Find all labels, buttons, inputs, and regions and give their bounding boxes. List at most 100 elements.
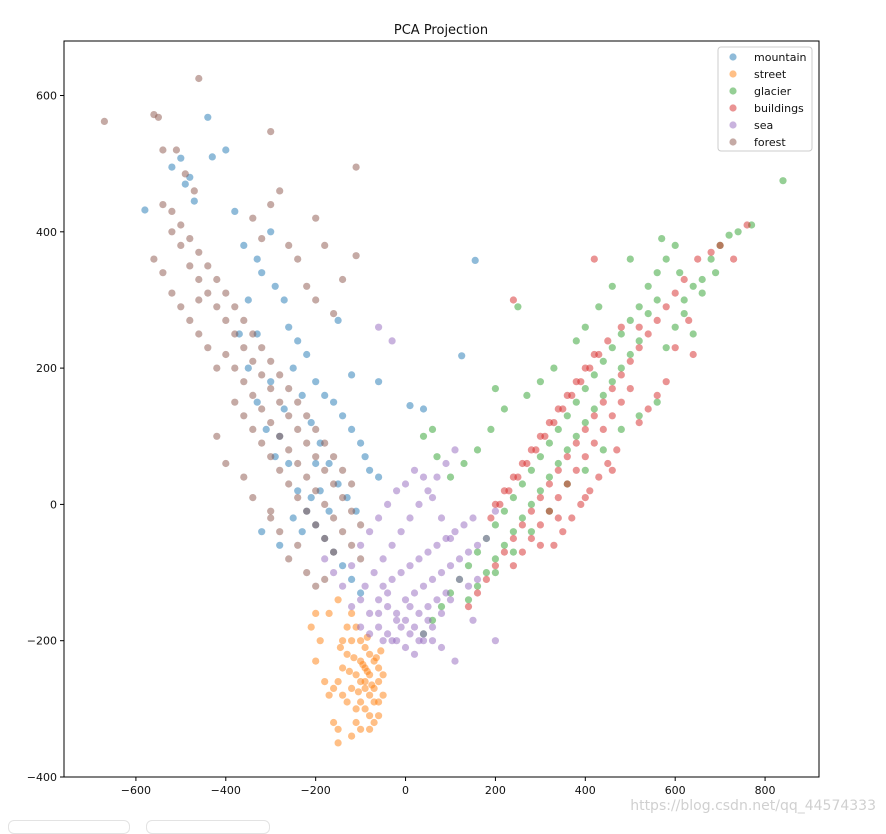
legend-marker-glacier: [729, 87, 737, 95]
point-street-34: [339, 637, 347, 645]
point-street-24: [339, 691, 347, 699]
point-glacier-45: [572, 432, 580, 440]
point-sea-63: [321, 555, 329, 563]
watermark: https://blog.csdn.net/qq_44574333: [630, 798, 876, 814]
point-street-51: [359, 661, 367, 669]
point-forest-5: [159, 146, 167, 154]
point-forest-99: [285, 241, 293, 249]
point-forest-15: [231, 303, 239, 311]
point-glacier-94: [514, 303, 522, 311]
point-glacier-53: [500, 541, 508, 549]
point-forest-37: [267, 385, 275, 393]
point-glacier-9: [671, 241, 679, 249]
point-street-2: [357, 637, 365, 645]
point-street-4: [366, 650, 374, 658]
point-street-6: [375, 664, 383, 672]
point-forest-110: [285, 555, 293, 563]
point-buildings-73: [604, 459, 612, 468]
point-mountain-16: [285, 323, 293, 331]
point-sea-39: [451, 446, 459, 454]
point-forest-58: [312, 487, 320, 495]
point-sea-84: [379, 637, 387, 645]
point-sea-9: [375, 623, 383, 631]
x-tick-label-600: 600: [665, 784, 686, 797]
x-tick-label-800: 800: [755, 784, 776, 797]
point-buildings-80: [509, 296, 517, 304]
point-buildings-83: [653, 391, 661, 399]
point-glacier-15: [617, 330, 625, 338]
point-sea-18: [379, 582, 387, 590]
point-glacier-5: [707, 255, 715, 263]
point-sea-83: [388, 637, 396, 645]
legend-marker-buildings: [729, 104, 737, 112]
point-buildings-22: [527, 507, 536, 515]
point-forest-48: [222, 350, 230, 359]
point-street-42: [334, 725, 342, 733]
point-street-20: [339, 664, 347, 672]
point-sea-28: [357, 596, 365, 604]
point-buildings-20: [545, 480, 554, 488]
point-glacier-24: [536, 453, 545, 461]
point-sea-76: [455, 575, 464, 584]
point-glacier-29: [491, 521, 499, 529]
point-buildings-74: [595, 473, 603, 481]
point-glacier-3: [725, 231, 733, 239]
point-glacier-91: [676, 269, 684, 277]
point-buildings-16: [581, 425, 589, 433]
point-street-28: [312, 657, 320, 665]
point-sea-69: [393, 487, 401, 495]
point-mountain-64: [258, 528, 266, 536]
point-forest-45: [339, 494, 347, 502]
legend-label-street: street: [754, 68, 787, 81]
point-glacier-77: [419, 432, 428, 440]
point-buildings-12: [617, 371, 625, 379]
point-sea-68: [384, 500, 392, 508]
point-street-61: [307, 623, 315, 631]
point-forest-84: [168, 289, 176, 297]
point-sea-41: [410, 589, 419, 597]
point-sea-20: [397, 569, 405, 577]
y-tick-label-600: 600: [36, 90, 57, 103]
point-sea-54: [433, 596, 441, 604]
point-sea-72: [419, 473, 428, 481]
bottom-tab-right[interactable]: [146, 820, 270, 834]
bottom-tab-left[interactable]: [8, 820, 130, 834]
point-buildings-38: [554, 494, 562, 502]
point-buildings-61: [581, 364, 589, 372]
point-street-15: [366, 712, 374, 720]
point-forest-96: [267, 201, 275, 209]
point-buildings-88: [554, 514, 562, 522]
point-buildings-91: [685, 316, 693, 324]
point-forest-6: [181, 170, 189, 178]
point-sea-43: [428, 575, 437, 584]
legend-label-glacier: glacier: [754, 85, 792, 98]
point-buildings-79: [550, 541, 558, 549]
point-forest-70: [285, 480, 293, 488]
series-forest: [100, 74, 365, 590]
point-mountain-24: [357, 439, 365, 447]
point-glacier-89: [698, 289, 706, 297]
legend-box: [717, 46, 813, 152]
point-mountain-19: [312, 378, 320, 386]
point-forest-86: [186, 316, 194, 324]
point-forest-95: [276, 187, 284, 195]
point-sea-17: [446, 596, 455, 604]
point-glacier-0: [779, 177, 787, 185]
point-buildings-15: [590, 412, 598, 420]
point-glacier-35: [437, 603, 446, 611]
point-sea-66: [366, 528, 374, 536]
point-glacier-14: [626, 316, 634, 324]
point-sea-23: [424, 548, 432, 556]
point-buildings-75: [586, 487, 594, 495]
point-street-43: [330, 718, 338, 727]
point-street-18: [379, 691, 387, 699]
point-buildings-81: [590, 255, 598, 263]
point-glacier-59: [644, 310, 652, 318]
legend-label-buildings: buildings: [754, 102, 804, 115]
point-mountain-30: [307, 419, 315, 427]
point-buildings-67: [527, 446, 536, 454]
point-buildings-71: [491, 500, 499, 508]
point-glacier-88: [491, 569, 499, 577]
point-glacier-12: [644, 282, 652, 290]
point-forest-77: [222, 459, 230, 468]
